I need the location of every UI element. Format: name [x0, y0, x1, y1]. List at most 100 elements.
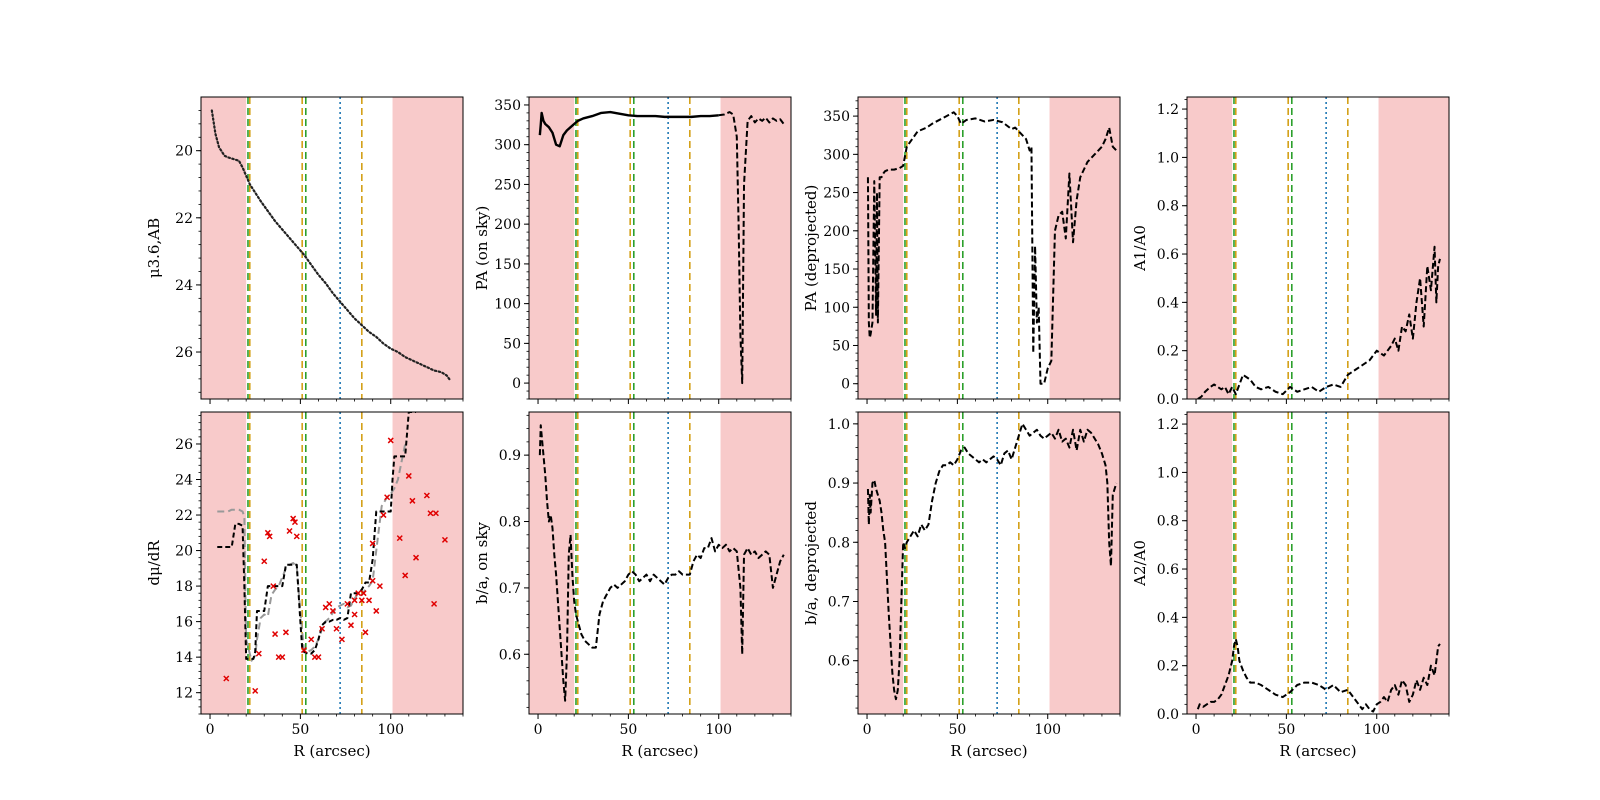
x-axis-label: R (arcsec) [621, 742, 698, 760]
data-point-cross [266, 533, 273, 540]
data-point-cross [347, 622, 355, 629]
data-point-cross [300, 647, 308, 654]
data-point-cross [402, 572, 409, 579]
series-line [538, 424, 785, 702]
y-tick-label: 26 [175, 345, 193, 361]
x-tick-label: 50 [619, 722, 637, 738]
data-point-cross [380, 512, 387, 519]
panel-p6: 0.6 0.7 0.8 0.9 0 50 100 R (arcsec) b/a, on sky [473, 411, 792, 760]
y-tick-label: 350 [823, 109, 850, 125]
y-tick-label: 0.0 [1157, 707, 1179, 723]
data-point-cross [409, 497, 416, 504]
x-tick-label: 100 [1363, 722, 1390, 738]
shaded-region [858, 412, 904, 714]
data-point-cross [351, 597, 358, 604]
data-point-cross [344, 600, 351, 607]
y-tick-label: 0.6 [1157, 247, 1179, 263]
y-tick-label: 22 [175, 508, 193, 524]
panel-plot-area [529, 412, 791, 714]
data-point-cross [291, 519, 298, 526]
profile-dots [210, 109, 452, 382]
y-tick-label: 0.7 [828, 594, 850, 610]
data-point-cross [376, 583, 383, 590]
y-axis-label: dμ/dR [145, 540, 163, 586]
axes-frame [528, 411, 792, 715]
x-tick-label: 50 [948, 722, 966, 738]
y-tick-label: 350 [494, 98, 521, 114]
y-tick-label: 0.8 [828, 535, 850, 551]
y-tick-label: 0.9 [499, 448, 521, 464]
axes-frame [1186, 96, 1450, 400]
data-point-cross [423, 492, 430, 499]
panel-p2: 0 50 100 150 200 250 300 350 PA (on sky) [473, 96, 792, 404]
y-axis-label: A1/A0 [1131, 225, 1149, 272]
y-axis-label: μ3.6,AB [145, 218, 163, 278]
shaded-region [720, 97, 791, 399]
y-tick-label: 0.9 [828, 476, 850, 492]
x-tick-label: 0 [863, 722, 872, 738]
shaded-region [392, 97, 463, 399]
y-tick-label: 0.4 [1157, 295, 1179, 311]
y-tick-label: 150 [494, 257, 521, 273]
shaded-region [1049, 412, 1120, 714]
data-point-cross [261, 558, 268, 565]
data-point-cross [308, 636, 315, 643]
panel-plot-area [858, 97, 1120, 399]
data-point-cross [384, 494, 391, 501]
data-point-cross [293, 533, 300, 540]
y-tick-label: 50 [832, 338, 850, 354]
shaded-region [201, 97, 247, 399]
panel-plot-area [201, 412, 463, 714]
y-tick-label: 18 [175, 579, 193, 595]
y-tick-label: 0.0 [1157, 392, 1179, 408]
y-tick-label: 20 [175, 544, 193, 560]
panel-plot-area [1187, 97, 1449, 399]
y-tick-label: 16 [175, 615, 193, 631]
y-tick-label: 250 [823, 186, 850, 202]
y-tick-label: 0.6 [499, 647, 521, 663]
shaded-region [529, 412, 575, 714]
data-point-cross [319, 625, 326, 632]
y-tick-label: 0.2 [1157, 344, 1179, 360]
shaded-region [201, 412, 247, 714]
axes-frame [200, 411, 464, 715]
y-tick-label: 1.0 [1157, 150, 1179, 166]
data-point-cross [366, 597, 373, 604]
y-tick-label: 300 [823, 147, 850, 163]
axes-frame [857, 411, 1121, 715]
panel-plot-area [1187, 412, 1449, 714]
y-tick-label: 20 [175, 144, 193, 160]
y-tick-label: 100 [494, 297, 521, 313]
panel-plot-area [201, 97, 463, 399]
data-point-cross [441, 536, 448, 543]
y-tick-label: 250 [494, 177, 521, 193]
data-point-cross [338, 636, 345, 643]
data-point-cross [326, 600, 333, 607]
x-tick-label: 50 [1277, 722, 1295, 738]
shaded-region [1378, 97, 1449, 399]
y-tick-label: 0 [512, 376, 521, 392]
data-point-cross [431, 600, 438, 607]
y-tick-label: 12 [175, 686, 193, 702]
series-line [866, 422, 1118, 701]
series-line [866, 111, 1118, 385]
series-line [1196, 638, 1441, 713]
series-line [718, 111, 785, 385]
y-tick-label: 24 [175, 278, 193, 294]
y-tick-label: 0 [841, 377, 850, 393]
data-point-cross [270, 583, 277, 590]
y-tick-label: 0.7 [499, 581, 521, 597]
y-tick-label: 50 [503, 336, 521, 352]
data-point-cross [272, 631, 279, 638]
data-point-cross [412, 554, 420, 561]
data-point-cross [362, 629, 369, 636]
panel-plot-area [858, 412, 1120, 714]
x-tick-label: 100 [705, 722, 732, 738]
x-axis-label: R (arcsec) [1279, 742, 1356, 760]
y-axis-label: A2/A0 [1131, 540, 1149, 587]
panel-p8: 0.0 0.2 0.4 0.6 0.8 1.0 1.2 0 50 100 R (arcsec) A2/… [1131, 411, 1450, 760]
data-point-cross [396, 535, 403, 542]
panel-p1: 20 22 24 26 μ3.6,AB [145, 96, 464, 404]
axes-frame [200, 96, 464, 400]
data-point-cross [427, 510, 434, 517]
